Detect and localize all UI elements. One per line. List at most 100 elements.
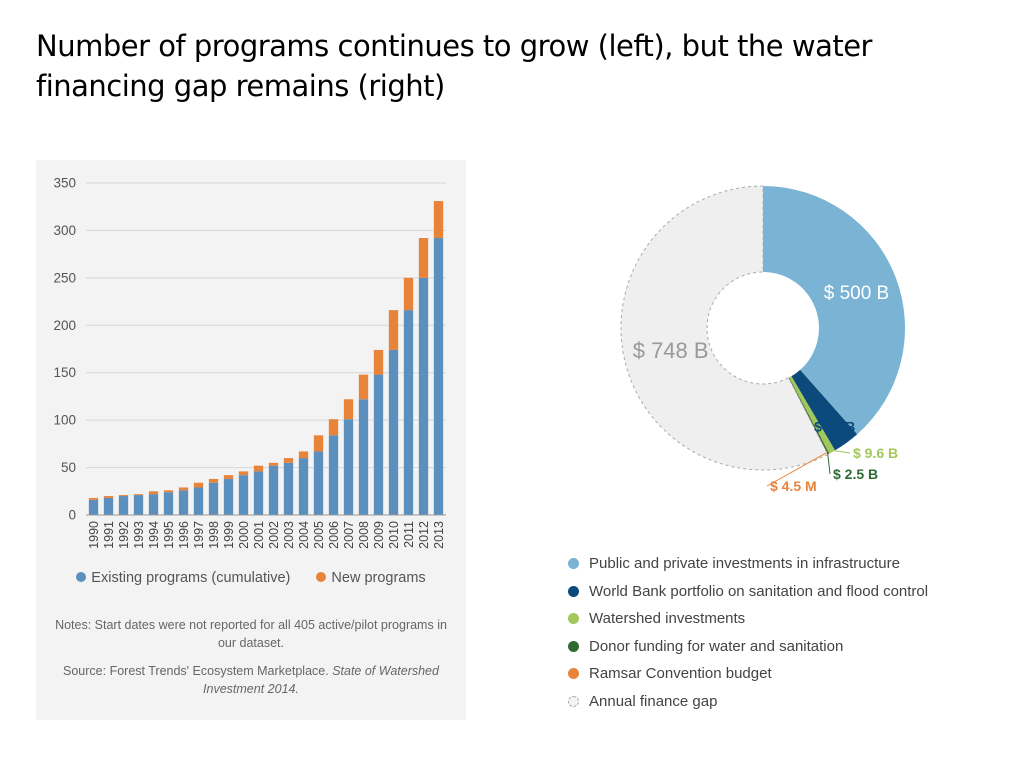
donut-legend-label: World Bank portfolio on sanitation and f…	[589, 582, 929, 600]
new-bar	[208, 478, 219, 483]
existing-bar	[328, 435, 339, 515]
donut-chart: $ 500 B $ 40 B $ 9.6 B $ 2.5 B $ 4.5 M $ 748 …	[620, 185, 905, 494]
x-tick-label: 2009	[372, 521, 386, 549]
existing-bar	[163, 492, 174, 515]
existing-bar	[388, 349, 399, 515]
y-tick-label: 0	[68, 508, 76, 523]
donut-legend-swatch	[568, 640, 579, 652]
source-title: State of Watershed Investment 2014.	[203, 664, 439, 696]
new-bar	[148, 491, 159, 495]
leader-line	[827, 452, 831, 475]
new-bar	[103, 496, 114, 498]
existing-bar	[268, 465, 279, 515]
x-tick-label: 2006	[327, 521, 341, 549]
existing-bar	[223, 478, 234, 515]
existing-bar	[103, 497, 114, 515]
donut-legend-label: Watershed investments	[589, 610, 746, 628]
y-tick-label: 250	[53, 270, 76, 285]
chart-source: Source: Forest Trends' Ecosystem Marketp…	[46, 662, 456, 698]
new-bar	[268, 462, 279, 466]
new-bar	[298, 451, 309, 459]
donut-legend-item: Public and private investments in infras…	[568, 550, 1008, 578]
new-bar	[388, 310, 399, 350]
existing-bar	[193, 487, 204, 515]
x-tick-label: 2002	[267, 521, 281, 549]
source-prefix: Source: Forest Trends' Ecosystem Marketp…	[63, 664, 329, 678]
x-tick-label: 1994	[147, 521, 161, 549]
y-tick-label: 50	[61, 460, 76, 475]
new-bar	[328, 419, 339, 436]
y-grid	[86, 182, 446, 516]
bar-chart-legend: Existing programs (cumulative) New progr…	[36, 570, 466, 586]
donut-slice	[620, 185, 829, 471]
chart-notes: Notes: Start dates were not reported for…	[55, 618, 447, 650]
leader-line	[831, 449, 851, 454]
new-bar	[313, 435, 324, 452]
donut-legend-label: Donor funding for water and sanitation	[589, 637, 844, 655]
slice-data-label: $ 2.5 B	[833, 466, 878, 482]
new-bar	[163, 490, 174, 493]
donut-legend-item: Donor funding for water and sanitation	[568, 633, 1008, 661]
existing-bar	[133, 495, 144, 515]
leader-line	[766, 452, 827, 487]
x-tick-label: 2004	[297, 521, 311, 549]
new-bar	[133, 494, 144, 496]
donut-legend-item: Watershed investments	[568, 605, 1008, 633]
slice-data-label: $ 4.5 M	[770, 478, 817, 494]
new-bar	[253, 465, 264, 472]
y-tick-label: 350	[53, 176, 76, 191]
existing-bar	[343, 419, 354, 515]
x-tick-label: 2007	[342, 521, 356, 549]
existing-legend-swatch	[76, 572, 87, 582]
x-tick-label: 2000	[237, 521, 251, 549]
existing-legend-label: Existing programs (cumulative)	[91, 570, 291, 586]
x-tick-label: 2010	[387, 521, 401, 549]
new-legend-swatch	[316, 572, 327, 582]
x-tick-label: 2011	[402, 521, 416, 548]
donut-legend-label: Ramsar Convention budget	[589, 665, 772, 683]
x-tick-label: 1996	[177, 521, 191, 549]
donut-legend-label: Public and private investments in infras…	[589, 555, 900, 573]
new-bar	[238, 471, 249, 476]
new-bar	[283, 458, 294, 463]
new-bar	[118, 495, 129, 497]
donut-legend-swatch	[568, 668, 579, 680]
existing-bar	[283, 462, 294, 515]
new-legend-label: New programs	[331, 570, 426, 586]
donut-legend-item: Ramsar Convention budget	[568, 660, 1008, 688]
slide-title: Number of programs continues to grow (le…	[36, 29, 872, 103]
x-tick-label: 1990	[87, 521, 101, 549]
existing-bar	[418, 277, 429, 515]
y-tick-label: 100	[53, 413, 76, 428]
x-tick-label: 1993	[132, 521, 146, 549]
existing-bar	[358, 399, 369, 515]
donut-legend-swatch	[568, 695, 579, 707]
new-bar	[373, 349, 384, 375]
new-bar	[88, 497, 99, 500]
x-tick-label: 1997	[192, 521, 206, 549]
new-bar	[223, 475, 234, 479]
x-tick-label: 2003	[282, 521, 296, 549]
existing-bar	[88, 499, 99, 515]
existing-bar	[148, 494, 159, 515]
donut-slice	[763, 186, 905, 435]
slice-data-label: $ 500 B	[824, 283, 890, 304]
y-tick-label: 200	[53, 318, 76, 333]
existing-bar	[118, 496, 129, 515]
y-tick-label: 300	[53, 223, 76, 238]
slice-data-label: $ 9.6 B	[853, 445, 898, 461]
y-tick-label: 150	[53, 365, 76, 380]
x-tick-label: 1992	[117, 521, 131, 549]
existing-bar	[178, 490, 189, 515]
x-tick-label: 2005	[312, 521, 326, 549]
donut-legend-swatch	[568, 558, 579, 570]
donut-legend-item: Annual finance gap	[568, 688, 1008, 716]
donut-slice	[789, 376, 836, 454]
x-tick-label: 1998	[207, 521, 221, 549]
donut-legend-item: World Bank portfolio on sanitation and f…	[568, 578, 1008, 606]
slice-data-label: $ 748 B	[633, 338, 709, 363]
slice-data-label: $ 40 B	[814, 419, 855, 435]
existing-bar	[238, 475, 249, 515]
existing-bar	[403, 310, 414, 515]
